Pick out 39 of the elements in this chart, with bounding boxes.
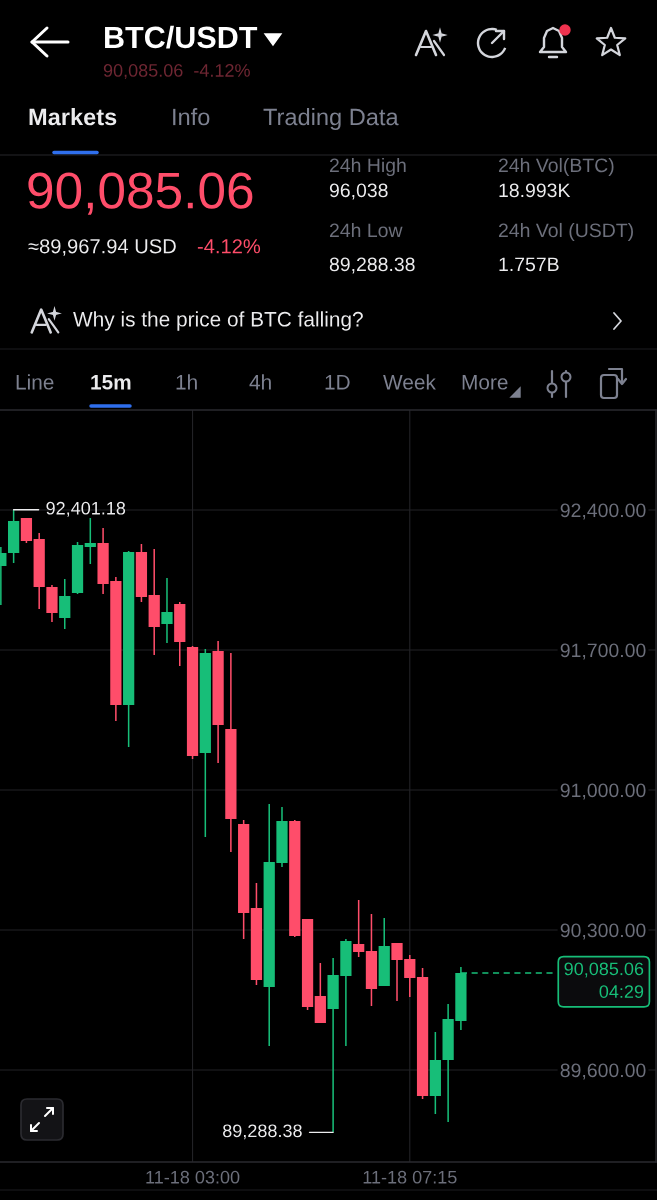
text: More [462, 375, 508, 390]
text: 90,085.06 [28, 172, 253, 215]
text: 89,288.38 [329, 257, 415, 274]
text: Why is the price of BTC falling? [73, 311, 363, 331]
y-tick-label: 91,700.00 [560, 643, 646, 660]
candlestick [20, 517, 33, 544]
chart-subtitle: 90,085.06 -4.12% [103, 64, 250, 79]
text: 24h Vol (USDT) [498, 222, 633, 242]
y-tick-label: 91,000.00 [560, 783, 646, 800]
text: 15m [91, 375, 131, 390]
candlestick [84, 517, 96, 565]
text: 18.993K [499, 183, 571, 198]
text: 1.757B [499, 257, 559, 272]
ref-line-label: 90,085.06 04:29 [564, 962, 644, 998]
candlestick [59, 578, 71, 630]
annotation: 92,401.18 [46, 501, 126, 517]
text: 1h [176, 374, 197, 390]
text: 96,038 [329, 183, 388, 200]
y-tick-label: 90,300.00 [560, 923, 646, 940]
text: Line [16, 374, 54, 390]
text: Week [383, 374, 436, 390]
y-tick-label: 92,400.00 [560, 503, 646, 520]
x-tick-label: 11-18 03:00 [146, 1170, 240, 1184]
text: ≈89,967.94 USD [28, 239, 176, 256]
text: 24h High [329, 157, 406, 177]
annotation: 89,288.38 [223, 1124, 302, 1140]
text: Info [173, 108, 210, 126]
text: 24h Vol(BTC) [498, 157, 614, 177]
y-tick-label: 89,600.00 [560, 1063, 646, 1080]
text: 1D [325, 375, 350, 390]
candlestick [161, 577, 173, 644]
text: Trading Data [263, 108, 399, 131]
candlestick [353, 899, 365, 958]
x-tick-label: 11-18 07:15 [363, 1170, 457, 1184]
text: 24h Low [329, 222, 403, 238]
text: 4h [249, 374, 271, 390]
chart-title: BTC/USDT [105, 25, 258, 49]
text: Markets [29, 108, 117, 126]
text: -4.12% [197, 239, 261, 254]
